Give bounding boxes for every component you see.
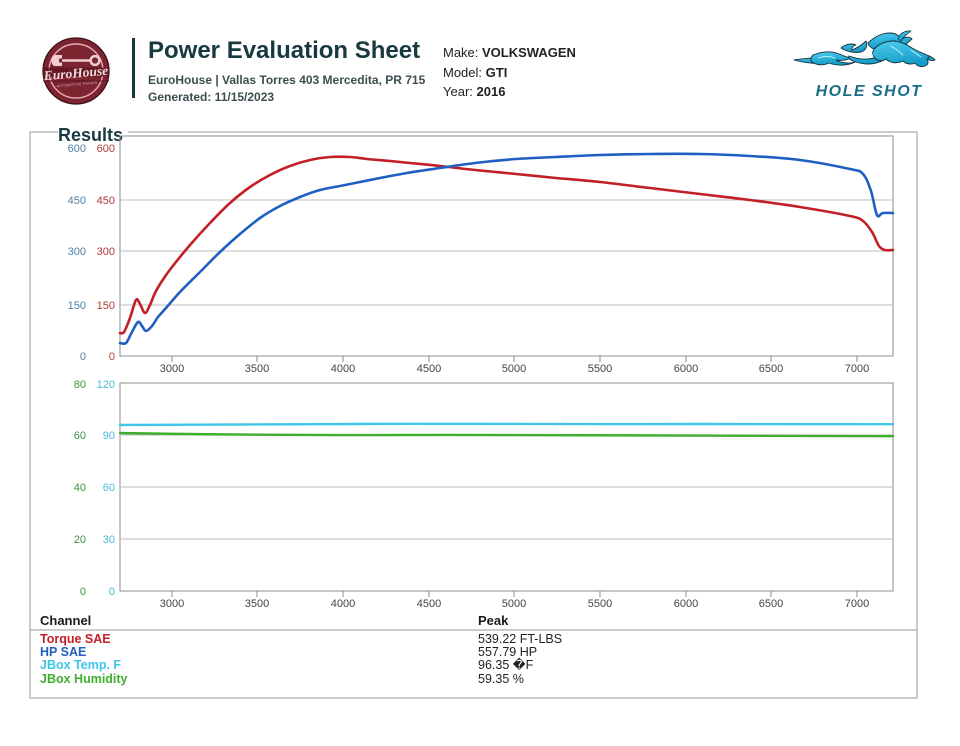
svg-text:3000: 3000	[160, 363, 184, 375]
svg-text:600: 600	[68, 143, 86, 155]
svg-text:5000: 5000	[502, 363, 526, 375]
svg-text:JBox Temp. F: JBox Temp. F	[40, 658, 121, 672]
svg-text:7000: 7000	[845, 363, 869, 375]
svg-text:90: 90	[103, 430, 115, 442]
svg-text:450: 450	[97, 195, 115, 207]
svg-text:59.35 %: 59.35 %	[478, 672, 524, 686]
svg-text:5000: 5000	[502, 598, 526, 610]
svg-text:5500: 5500	[588, 363, 612, 375]
svg-text:150: 150	[97, 300, 115, 312]
svg-text:80: 80	[74, 379, 86, 391]
svg-text:6000: 6000	[674, 598, 698, 610]
svg-text:120: 120	[97, 379, 115, 391]
svg-text:450: 450	[68, 195, 86, 207]
svg-text:40: 40	[74, 482, 86, 494]
svg-text:Results: Results	[58, 125, 123, 145]
svg-text:Channel: Channel	[40, 613, 91, 628]
svg-text:600: 600	[97, 143, 115, 155]
svg-text:0: 0	[80, 586, 86, 598]
svg-text:3000: 3000	[160, 598, 184, 610]
svg-text:30: 30	[103, 534, 115, 546]
svg-text:7000: 7000	[845, 598, 869, 610]
svg-text:4000: 4000	[331, 598, 355, 610]
svg-text:20: 20	[74, 534, 86, 546]
svg-text:0: 0	[109, 586, 115, 598]
svg-text:0: 0	[80, 351, 86, 363]
svg-text:300: 300	[68, 246, 86, 258]
svg-text:4000: 4000	[331, 363, 355, 375]
svg-text:0: 0	[109, 351, 115, 363]
svg-text:557.79 HP: 557.79 HP	[478, 645, 537, 659]
svg-text:4500: 4500	[417, 363, 441, 375]
svg-text:3500: 3500	[245, 363, 269, 375]
svg-text:150: 150	[68, 300, 86, 312]
svg-text:JBox Humidity: JBox Humidity	[40, 672, 128, 686]
svg-text:HP SAE: HP SAE	[40, 645, 86, 659]
svg-text:6500: 6500	[759, 598, 783, 610]
svg-text:60: 60	[74, 430, 86, 442]
svg-text:4500: 4500	[417, 598, 441, 610]
svg-text:5500: 5500	[588, 598, 612, 610]
svg-text:539.22 FT-LBS: 539.22 FT-LBS	[478, 632, 562, 646]
svg-text:6500: 6500	[759, 363, 783, 375]
svg-text:3500: 3500	[245, 598, 269, 610]
svg-text:Peak: Peak	[478, 613, 509, 628]
svg-text:60: 60	[103, 482, 115, 494]
svg-text:96.35 �F: 96.35 �F	[478, 657, 534, 672]
svg-text:Torque SAE: Torque SAE	[40, 632, 111, 646]
svg-text:6000: 6000	[674, 363, 698, 375]
svg-text:300: 300	[97, 246, 115, 258]
